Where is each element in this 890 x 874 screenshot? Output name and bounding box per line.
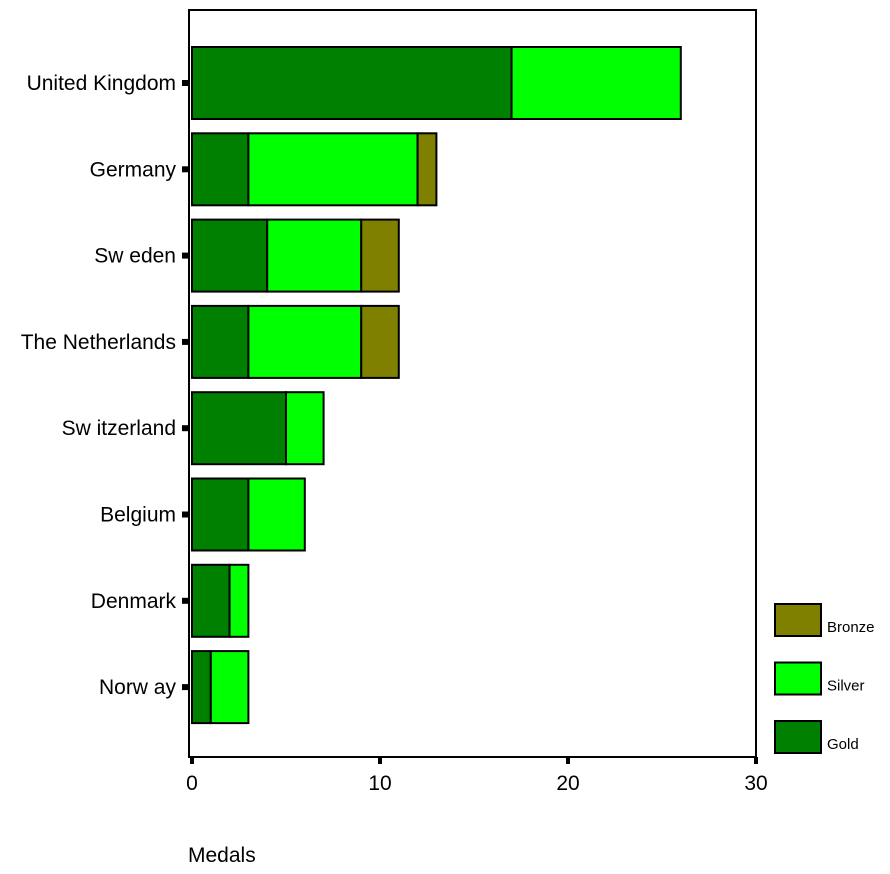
bar-segment-gold	[191, 650, 212, 725]
bar-segment-silver	[510, 46, 682, 120]
category-label: The Netherlands	[21, 331, 176, 354]
x-tick-label: 10	[368, 772, 391, 795]
bar-segment-silver	[266, 218, 363, 293]
bar-segment-bronze	[360, 218, 400, 293]
bar-segment-silver	[247, 477, 306, 552]
x-axis: 0 10 20 30	[186, 756, 768, 795]
x-tick-label: 30	[744, 772, 767, 795]
bars-layer	[191, 46, 682, 725]
category-label: Norw ay	[99, 676, 177, 699]
category-tick	[182, 597, 189, 604]
category-label: Denmark	[91, 590, 177, 613]
bar-segment-bronze	[416, 132, 438, 207]
x-tick-label: 0	[186, 772, 198, 795]
plot-frame	[188, 9, 757, 758]
bar-segment-gold	[191, 304, 250, 379]
legend-swatch-silver	[774, 661, 822, 696]
bar-segment-silver	[228, 563, 250, 638]
category-label: Sw eden	[94, 245, 176, 268]
x-tick	[754, 757, 758, 764]
bar-segment-gold	[191, 218, 269, 293]
legend-label-silver: Silver	[827, 678, 865, 695]
x-tick-label: 20	[556, 772, 579, 795]
legend-swatch-bronze	[774, 603, 822, 637]
category-label: Germany	[90, 158, 177, 181]
bar-segment-gold	[191, 391, 287, 466]
bar-segment-gold	[191, 563, 231, 638]
x-tick	[566, 757, 570, 764]
bar-segment-silver	[247, 132, 419, 207]
category-label: United Kingdom	[27, 72, 176, 95]
category-tick	[182, 166, 189, 173]
legend-swatch-gold	[774, 720, 822, 754]
legend-label-bronze: Bronze	[827, 619, 875, 636]
category-tick	[182, 684, 189, 691]
category-axis: United Kingdom Germany Sw eden The Netherla…	[21, 72, 189, 699]
legend: Bronze Silver Gold	[774, 603, 875, 754]
x-axis-title: Medals	[188, 844, 256, 867]
category-label: Sw itzerland	[62, 417, 176, 440]
bar-segment-silver	[285, 391, 325, 466]
bar-segment-gold	[191, 477, 250, 552]
bar-segment-silver	[209, 650, 250, 725]
bar-segment-gold	[191, 46, 513, 120]
bar-segment-gold	[191, 132, 250, 207]
category-tick	[182, 252, 189, 259]
category-label: Belgium	[100, 504, 176, 527]
legend-label-gold: Gold	[827, 736, 859, 753]
category-tick	[182, 338, 189, 345]
x-tick	[378, 757, 382, 764]
bar-segment-bronze	[360, 304, 400, 379]
x-tick	[190, 757, 194, 764]
category-tick	[182, 511, 189, 518]
bar-segment-silver	[247, 304, 363, 379]
category-tick	[182, 80, 189, 86]
category-tick	[182, 425, 189, 432]
